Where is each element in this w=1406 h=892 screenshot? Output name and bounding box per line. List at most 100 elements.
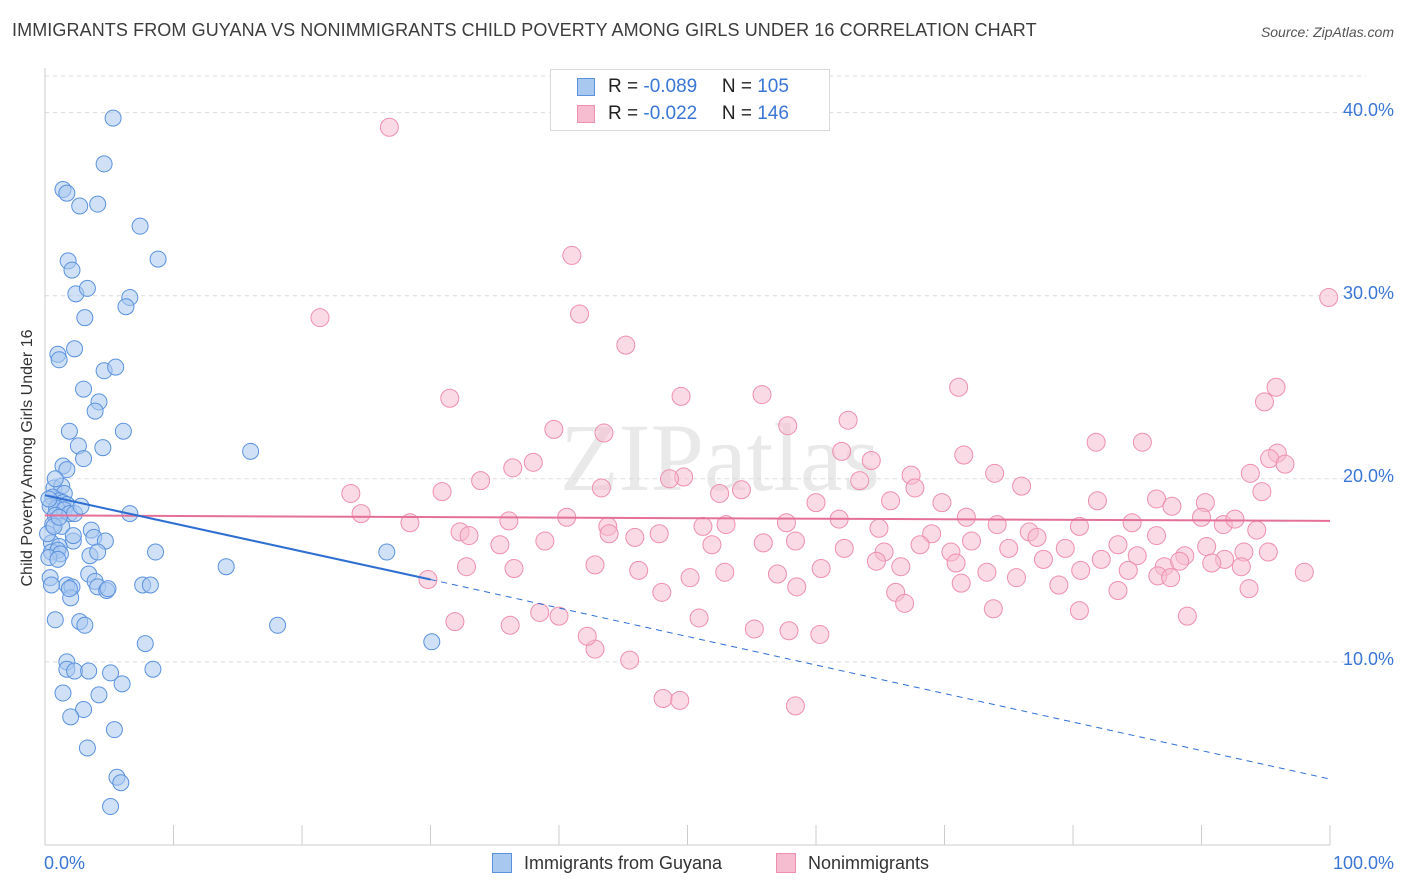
nonimmigrants-point [1240, 463, 1260, 483]
guyana-point [378, 543, 396, 561]
nonimmigrants-point [767, 564, 787, 584]
guyana-point [86, 402, 104, 420]
nonimmigrants-point [977, 562, 997, 582]
nonimmigrants-point [459, 526, 479, 546]
nonimmigrants-point [585, 555, 605, 575]
nonimmigrants-point [341, 483, 361, 503]
nonimmigrants-point [594, 423, 614, 443]
guyana-point [112, 774, 130, 792]
guyana-point [46, 470, 64, 488]
nonimmigrants-point [1006, 568, 1026, 588]
y-axis-label: Child Poverty Among Girls Under 16 [19, 329, 36, 587]
nonimmigrants-point [869, 518, 889, 538]
nonimmigrants-point [379, 117, 399, 137]
nonimmigrants-point [680, 568, 700, 588]
nonimmigrants-point [445, 612, 465, 632]
nonimmigrants-point [693, 516, 713, 536]
guyana-point [58, 461, 76, 479]
guyana-point [147, 543, 165, 561]
nonimmigrants-point [503, 458, 523, 478]
nonimmigrants-point [625, 527, 645, 547]
guyana-point [131, 217, 149, 235]
y-tick-label: 20.0% [1342, 465, 1394, 486]
r-value: -0.022 [643, 103, 698, 124]
nonimmigrants-point [895, 593, 915, 613]
nonimmigrants-point [776, 513, 796, 533]
guyana-point [105, 721, 123, 739]
nonimmigrants-point [1162, 496, 1182, 516]
axes [44, 68, 1331, 846]
nonimmigrants-point [660, 469, 680, 489]
guyana-point [90, 686, 108, 704]
r-value: -0.089 [643, 76, 698, 97]
nonimmigrants-point [591, 478, 611, 498]
nonimmigrants-trend-line [44, 514, 1331, 522]
nonimmigrants-point [910, 535, 930, 555]
guyana-point [63, 261, 81, 279]
nonimmigrants-point [1247, 520, 1267, 540]
x-tick-min: 0.0% [44, 853, 86, 873]
nonimmigrants-point [1225, 509, 1245, 529]
nonimmigrants-point [983, 599, 1003, 619]
nonimmigrants-point [1258, 542, 1278, 562]
x-tick-max: 100.0% [1332, 853, 1394, 873]
nonimmigrants-point [499, 511, 519, 531]
nonimmigrants-point [1122, 513, 1142, 533]
guyana-point [423, 633, 441, 651]
nonimmigrants-point [562, 245, 582, 265]
nonimmigrants-point [832, 441, 852, 461]
nonimmigrants-point [1239, 579, 1259, 599]
nonimmigrants-point [932, 493, 952, 513]
nonimmigrants-point [1132, 432, 1152, 452]
nonimmigrants-point [649, 524, 669, 544]
nonimmigrants-point [1147, 489, 1167, 509]
nonimmigrants-point [535, 531, 555, 551]
nonimmigrants-point [1161, 568, 1181, 588]
guyana-point [102, 798, 120, 816]
nonimmigrants-point [1086, 432, 1106, 452]
guyana-point [71, 197, 89, 215]
guyana-point [104, 109, 122, 127]
nonimmigrants-point [620, 650, 640, 670]
guyana-point [58, 184, 76, 202]
nonimmigrants-point [1108, 580, 1128, 600]
nonimmigrants-point [549, 606, 569, 626]
guyana-point [54, 684, 72, 702]
guyana-point [42, 576, 60, 594]
guyana-point [95, 155, 113, 173]
legend-item-guyana[interactable]: Immigrants from Guyana [492, 853, 722, 877]
nonimmigrants-point [881, 491, 901, 511]
guyana-legend-swatch-icon [492, 853, 512, 873]
legend-item-nonimmigrants[interactable]: Nonimmigrants [776, 853, 929, 877]
guyana-point [107, 358, 125, 376]
nonimmigrants-point [778, 416, 798, 436]
nonimmigrants-point [1049, 575, 1069, 595]
legend-label: Immigrants from Guyana [524, 853, 723, 873]
nonimmigrants-point [400, 513, 420, 533]
nonimmigrants-point [1069, 601, 1089, 621]
guyana-point [75, 701, 93, 719]
nonimmigrants-point [490, 535, 510, 555]
guyana-point [89, 195, 107, 213]
trend-lines [44, 494, 1331, 780]
guyana-point [217, 558, 235, 576]
nonimmigrants-point [850, 471, 870, 491]
nonimmigrants-point [810, 624, 830, 644]
chart-title: IMMIGRANTS FROM GUYANA VS NONIMMIGRANTS … [12, 20, 1037, 40]
nonimmigrants-point [471, 471, 491, 491]
guyana-point [149, 250, 167, 268]
nonimmigrants-point [753, 533, 773, 553]
guyana-point [136, 635, 154, 653]
nonimmigrants-point [1170, 551, 1190, 571]
nonimmigrants-point [785, 531, 805, 551]
guyana-points [39, 109, 441, 816]
guyana-point [50, 508, 68, 526]
guyana-point [78, 739, 96, 757]
guyana-point [66, 662, 84, 680]
nonimmigrants-point [1127, 546, 1147, 566]
nonimmigrants-point [811, 559, 831, 579]
nonimmigrants-point [715, 562, 735, 582]
n-value: 105 [757, 76, 789, 97]
nonimmigrants-point [432, 482, 452, 502]
